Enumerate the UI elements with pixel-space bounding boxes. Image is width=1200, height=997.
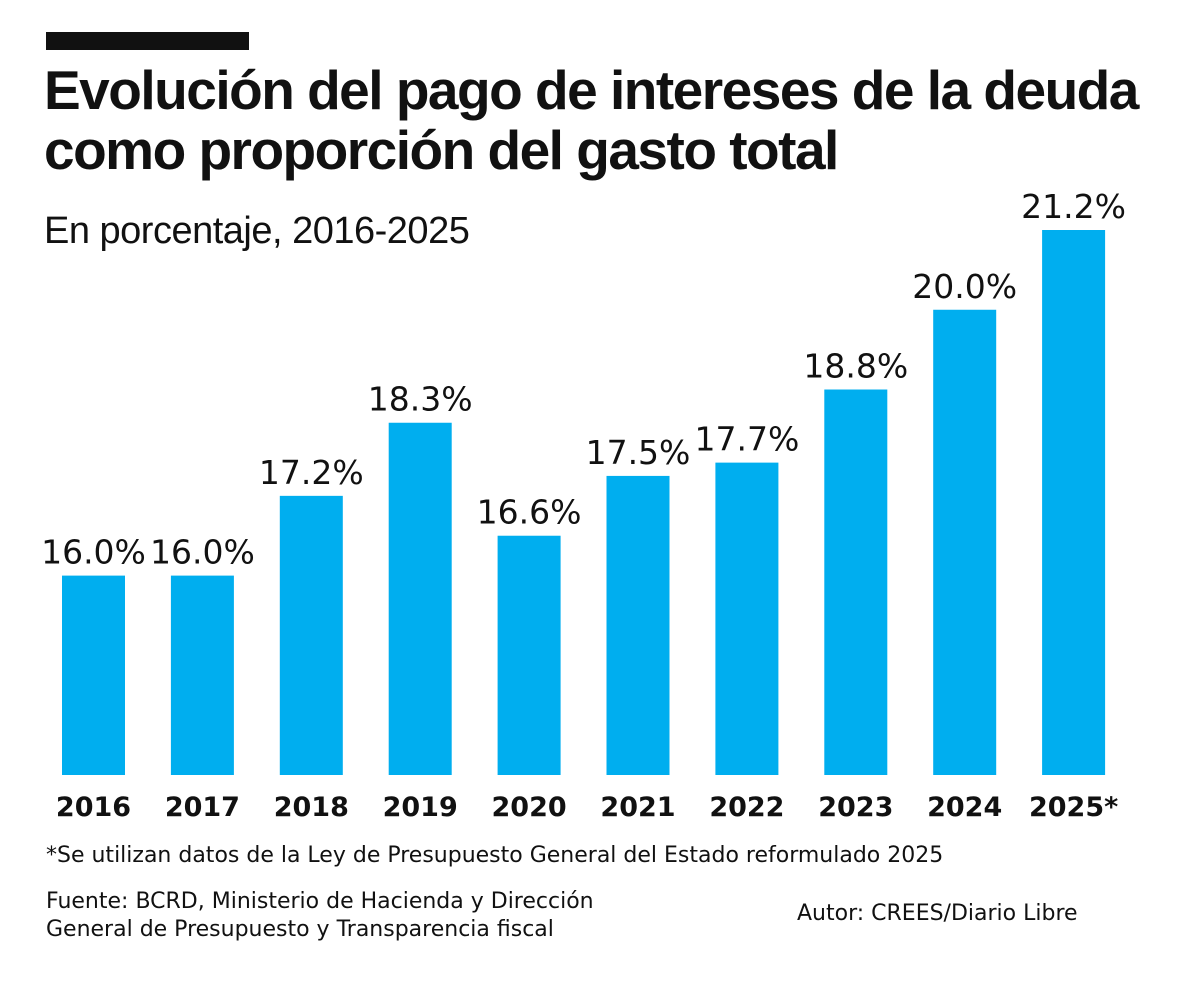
data-label: 21.2% [1021,187,1126,226]
data-label: 17.7% [694,420,799,459]
x-tick-label: 2022 [709,792,784,823]
bar-2025* [1042,230,1106,775]
data-label: 18.8% [803,347,908,386]
bar-2018 [279,495,343,775]
source: Fuente: BCRD, Ministerio de Hacienda y D… [46,888,594,944]
footnote: *Se utilizan datos de la Ley de Presupue… [46,843,944,868]
source-line-2: General de Presupuesto y Transparencia f… [46,917,554,942]
x-tick-label: 2024 [927,792,1002,823]
x-tick-label: 2019 [383,792,458,823]
data-label: 16.6% [477,493,582,532]
x-tick-label: 2021 [600,792,675,823]
x-tick-label: 2016 [56,792,131,823]
data-label: 16.0% [41,533,146,572]
data-label: 18.3% [368,380,473,419]
decorative-top-bar [46,32,249,50]
data-label: 17.5% [586,433,691,472]
data-label: 17.2% [259,453,364,492]
author-credit: Autor: CREES/Diario Libre [797,901,1078,926]
x-tick-label: 2023 [818,792,893,823]
bar-2019 [388,422,452,775]
data-label: 20.0% [912,267,1017,306]
x-tick-label: 2018 [274,792,349,823]
x-tick-label: 2020 [492,792,567,823]
bar-2020 [497,535,561,775]
bar-2016 [62,575,125,775]
bar-2022 [715,462,779,775]
bar-2021 [606,475,670,775]
bar-2017 [170,575,234,775]
x-tick-label: 2025* [1029,792,1118,823]
chart-subtitle: En porcentaje, 2016-2025 [44,210,470,252]
source-line-1: Fuente: BCRD, Ministerio de Hacienda y D… [46,889,594,914]
bar-2023 [824,389,888,775]
data-label: 16.0% [150,533,255,572]
chart-title: Evolución del pago de intereses de la de… [44,59,1139,181]
bar-2024 [933,309,997,775]
x-tick-label: 2017 [165,792,240,823]
